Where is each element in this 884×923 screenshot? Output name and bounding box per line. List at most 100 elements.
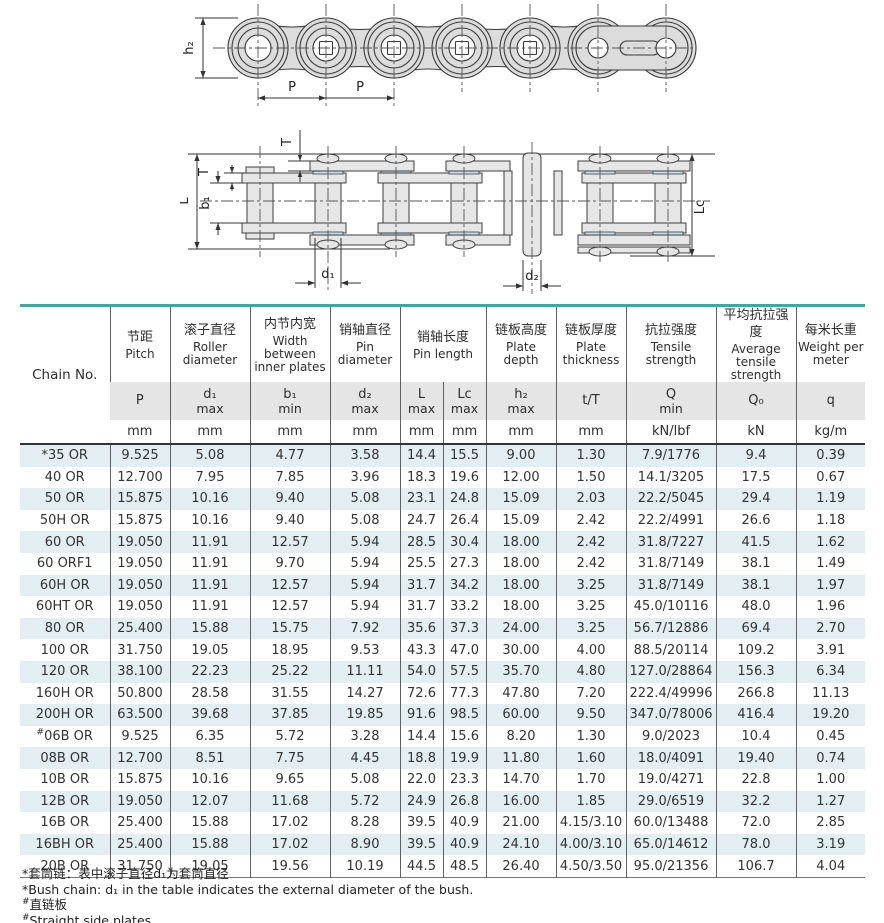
value-cell: 5.94 [329,552,400,575]
table-row: 80 OR 25.400 15.88 15.75 7.92 35.6 37.3 24.00 3.… [20,617,866,640]
value-cell: 222.4/49996 [625,682,717,705]
header-cn: 平均抗拉强度 [723,308,789,340]
value-cell: 1.85 [555,790,627,813]
value-cell: 1.62 [795,531,866,553]
chain-no-cell: 60H OR [39,577,90,593]
inner-link-unit [377,172,483,234]
value-cell: 8.51 [169,747,250,769]
table-row: 60H OR 19.050 11.91 12.57 5.94 31.7 34.2 18.00 3… [20,574,866,597]
value-cell: 15.75 [249,617,330,640]
value-cell: 15.6 [442,725,487,748]
table-row: 12B OR 19.050 12.07 11.68 5.72 24.9 26.8 16.00 1… [20,790,866,813]
spec-table-container: Chain No. 节距 Pitch 滚子直径 Roller diameter 内节… [20,304,866,878]
value-cell: 17.5 [715,466,797,489]
value-cell: 28.5 [399,531,443,553]
value-cell: 9.50 [555,704,627,726]
value-cell: 0.74 [795,747,866,769]
value-cell: 11.91 [169,596,250,618]
header-en: Weight per meter [797,340,864,367]
symbol-cell: Lc max [442,382,487,420]
value-cell: 5.08 [329,509,400,532]
value-cell: 22.23 [169,660,250,683]
value-cell: 1.50 [555,466,627,489]
value-cell: 14.1/3205 [625,466,717,489]
value-cell: 5.94 [329,596,400,618]
chain-no-cell: 60 ORF1 [36,556,93,572]
value-cell: 15.5 [442,444,487,467]
header-en: Plate depth [503,340,539,367]
value-cell: 9.70 [249,552,330,575]
value-cell: 106.7 [715,855,797,878]
value-cell: 14.4 [399,725,443,748]
table-row: 50H OR 15.875 10.16 9.40 5.08 24.7 26.4 15.09 2.… [20,509,866,532]
table-row: 160H OR 50.800 28.58 31.55 14.27 72.6 77.3 47.8… [20,682,866,705]
inner-link-unit [241,166,347,240]
value-cell: 24.10 [485,833,557,856]
value-cell: 25.22 [249,660,330,683]
value-cell: 11.91 [169,552,250,575]
value-cell: 44.5 [399,855,443,878]
value-cell: 56.7/12886 [625,617,717,640]
value-cell: 98.5 [442,704,487,726]
unit-cell: mm [169,420,250,445]
value-cell: 2.03 [555,488,627,510]
value-cell: 1.19 [795,488,866,510]
value-cell: 21.00 [485,812,557,834]
value-cell: 1.97 [795,574,866,597]
value-cell: 95.0/21356 [625,855,717,878]
d1-dimension: d₁ [295,238,361,288]
value-cell: 19.9 [442,747,487,769]
header-en: Plate thickness [562,340,620,367]
value-cell: 10.16 [169,768,250,791]
value-cell: 9.0/2023 [625,725,717,748]
value-cell: 6.34 [795,660,866,683]
value-cell: 9.53 [329,639,400,661]
value-cell: 7.95 [169,466,250,489]
chain-no-cell: #06B OR [36,727,93,745]
value-cell: 35.6 [399,617,443,640]
value-cell: 19.85 [329,704,400,726]
value-cell: 65.0/14612 [625,833,717,856]
value-cell: 4.04 [795,855,866,878]
pitch-dimensions: P P [258,80,394,101]
header-cn: 销轴长度 [417,329,470,345]
Lc-label: Lc [693,200,708,214]
chain-no-cell: 60 OR [44,534,85,550]
value-cell: 8.28 [329,812,400,834]
chain-no-cell: 50 OR [44,491,85,507]
col-header-pin-length: 销轴长度 Pin length [399,305,487,382]
value-cell: 4.00 [555,639,627,661]
value-cell: 11.91 [169,531,250,553]
chain-no-cell: 16BH OR [35,836,95,852]
value-cell: 3.25 [555,574,627,597]
value-cell: 54.0 [399,660,443,683]
header-en: Tensile strength [645,340,697,367]
value-cell: 24.7 [399,509,443,532]
header-en: Average tensile strength [730,342,782,382]
value-cell: 0.39 [795,444,866,467]
value-cell: 22.8 [715,768,797,791]
table-row: 60HT OR 19.050 11.91 12.57 5.94 31.7 33.2 18.00… [20,596,866,618]
chain-no-cell: 20B OR [40,858,90,874]
value-cell: 266.8 [715,682,797,705]
value-cell: 19.05 [169,639,250,661]
Lc-dimension: Lc [689,154,708,256]
value-cell: 15.875 [109,768,170,791]
value-cell: 15.875 [109,488,170,510]
value-cell: 16.00 [485,790,557,813]
T-outer-label: T [280,138,295,147]
value-cell: 11.80 [485,747,557,769]
chain-no-cell: 60HT OR [35,599,94,615]
value-cell: 35.70 [485,660,557,683]
value-cell: 5.94 [329,531,400,553]
value-cell: 19.56 [249,855,330,878]
header-cn: 抗拉强度 [645,323,698,338]
value-cell: 57.5 [442,660,487,683]
pitch-label: P [288,80,296,95]
value-cell: 8.20 [485,725,557,748]
header-cn: 链板厚度 [565,323,618,338]
value-cell: 5.72 [249,725,330,748]
col-header-plate-depth: 链板高度 Plate depth [485,305,557,382]
value-cell: 2.42 [555,552,627,575]
